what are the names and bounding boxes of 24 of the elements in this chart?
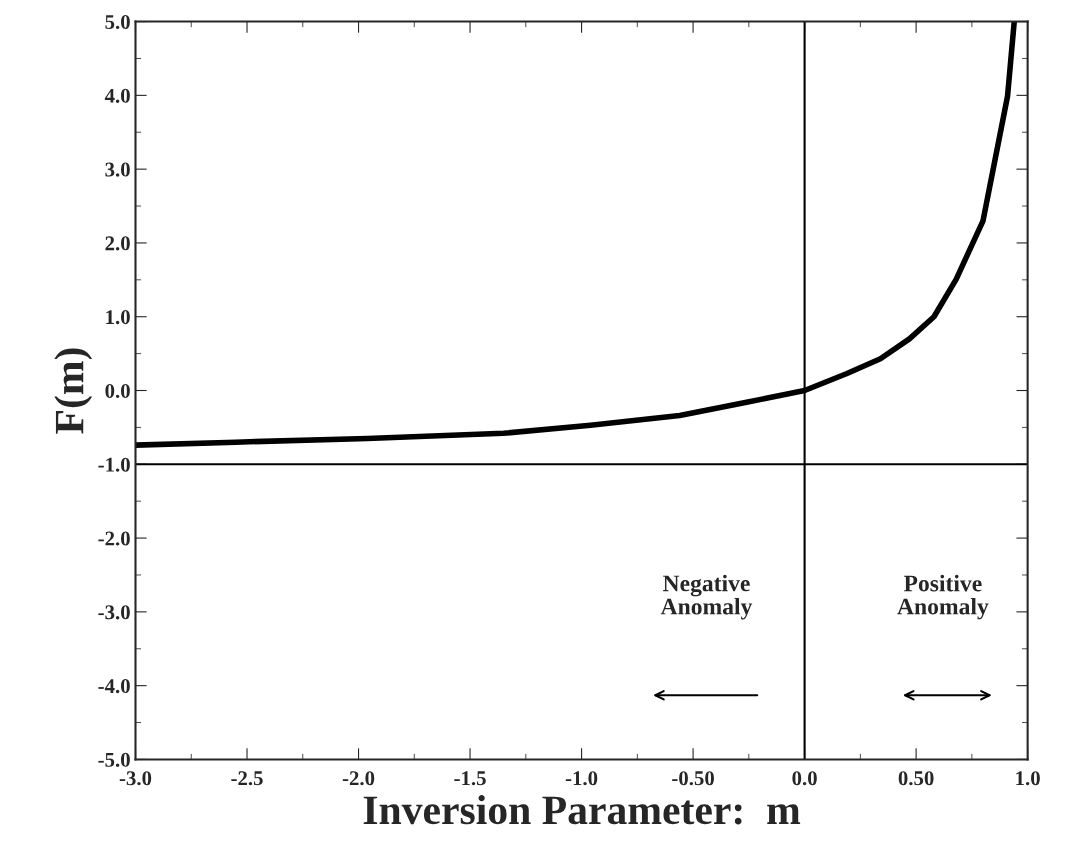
- y-tick-label: 2.0: [105, 236, 130, 251]
- x-tick-label: -2.5: [231, 771, 263, 786]
- y-axis-title: F(m): [54, 348, 93, 434]
- y-tick-label: 4.0: [104, 88, 130, 103]
- x-tick-label: -1.0: [565, 771, 598, 786]
- y-tick-label: -4.0: [98, 679, 130, 694]
- y-tick-label: -5.0: [98, 752, 130, 767]
- y-tick-label: 3.0: [105, 162, 130, 177]
- y-tick-label: 1.0: [106, 310, 130, 325]
- x-tick-label: -0.50: [672, 771, 714, 786]
- y-tick-label: 0.0: [105, 383, 130, 399]
- x-tick-label: 0.0: [792, 771, 817, 786]
- y-tick-label: -1.0: [98, 457, 130, 472]
- x-tick-label: 0.50: [898, 771, 934, 786]
- y-tick-label: -2.0: [98, 531, 130, 546]
- annotation: Positive Anomaly: [897, 574, 989, 620]
- x-tick-label: -2.0: [342, 771, 375, 786]
- x-tick-label: -1.5: [454, 771, 486, 786]
- x-tick-label: -3.0: [119, 771, 152, 786]
- x-axis-title: Inversion Parameter: m: [363, 795, 801, 825]
- x-tick-label: 1.0: [1016, 771, 1040, 786]
- y-tick-label: 5.0: [105, 14, 130, 30]
- annotation: Negative Anomaly: [660, 574, 753, 620]
- y-tick-label: -3.0: [98, 605, 130, 620]
